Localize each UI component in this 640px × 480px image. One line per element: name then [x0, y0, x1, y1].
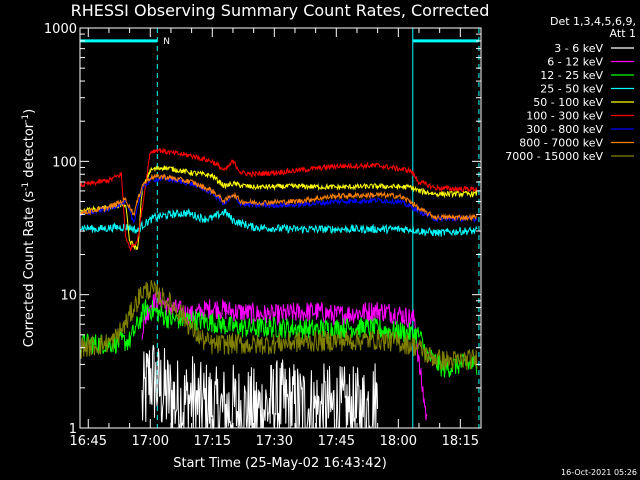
y-tick-label-0: 1	[69, 422, 77, 437]
y-axis-label-mid: detector	[22, 122, 37, 182]
y-axis-label: Corrected Count Rate (s-1 detector-1)	[21, 109, 37, 347]
y-axis-label-sup2: -1	[21, 114, 31, 123]
legend-label-7: 800 - 7000 keV	[519, 137, 603, 150]
series-line-7	[79, 173, 478, 222]
legend-label-2: 12 - 25 keV	[540, 69, 603, 82]
x-tick-label-5: 18:00	[380, 434, 417, 449]
x-tick-label-0: 16:45	[70, 434, 107, 449]
legend-label-5: 100 - 300 keV	[526, 110, 603, 123]
x-tick-label-3: 17:30	[256, 434, 293, 449]
series-line-8	[79, 279, 478, 371]
legend-header-1: Att 1	[610, 27, 636, 40]
legend-label-8: 7000 - 15000 keV	[505, 150, 603, 163]
x-axis: 16:45 17:00 17:15 17:30 17:45 18:00 18:15	[70, 28, 479, 449]
legend-label-0: 3 - 6 keV	[554, 42, 603, 55]
legend-label-1: 6 - 12 keV	[547, 56, 603, 69]
series-line-2	[79, 299, 478, 378]
legend-label-6: 300 - 800 keV	[526, 123, 603, 136]
y-axis-label-sup1: -1	[21, 182, 31, 191]
series-line-3	[79, 207, 478, 237]
plot-area: N	[79, 28, 480, 430]
footer-date: 16-Oct-2021 05:26	[561, 468, 637, 477]
x-tick-label-1: 17:00	[132, 434, 169, 449]
x-tick-label-2: 17:15	[194, 434, 231, 449]
y-axis-label-main: Corrected Count Rate (s	[22, 191, 37, 348]
x-axis-label: Start Time (25-May-02 16:43:42)	[173, 456, 387, 471]
series-line-0	[141, 344, 379, 430]
series-line-5	[79, 148, 478, 252]
y-tick-label-3: 1000	[44, 22, 77, 37]
y-tick-label-2: 100	[52, 155, 77, 170]
x-tick-label-4: 17:45	[318, 434, 355, 449]
y-tick-label-1: 10	[60, 289, 77, 304]
legend-label-3: 25 - 50 keV	[540, 83, 603, 96]
y-axis: 1 10 100 1000	[44, 22, 481, 437]
series-line-6	[79, 174, 478, 224]
y-axis-label-end: )	[22, 109, 37, 114]
plot-frame	[79, 27, 482, 429]
legend-header-0: Det 1,3,4,5,6,9,	[550, 15, 636, 28]
x-tick-label-6: 18:15	[442, 434, 479, 449]
chart-title: RHESSI Observing Summary Count Rates, Co…	[71, 1, 490, 20]
legend-label-4: 50 - 100 keV	[533, 96, 603, 109]
attenuator-marker-label: N	[163, 37, 170, 47]
